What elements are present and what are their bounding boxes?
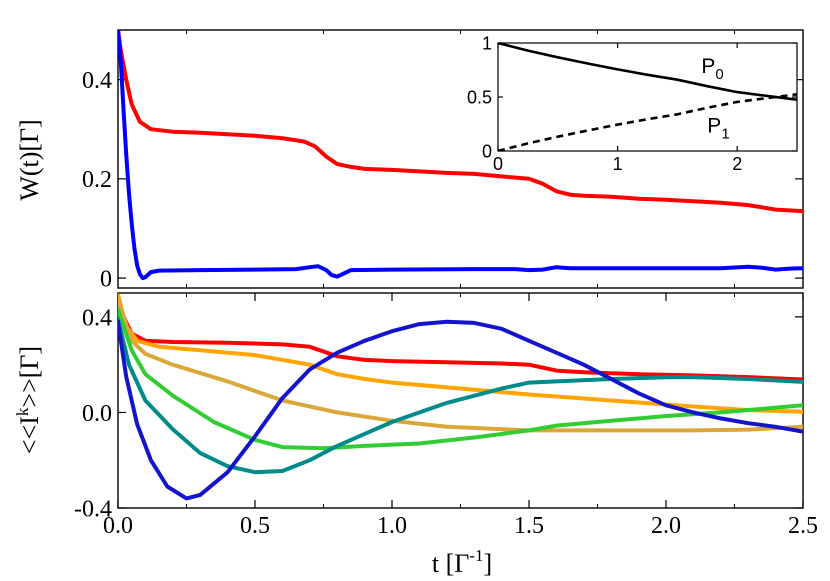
- inset-ytick-label-1: 0.5: [467, 87, 492, 107]
- bottom-series-red: [118, 293, 803, 382]
- x-axis-label-base: t [Γ: [432, 549, 469, 578]
- bottom-xtick-label-1: 0.5: [240, 513, 270, 539]
- x-axis-label: t [Γ-1]: [432, 546, 492, 578]
- top-ytick-label-0: 0: [100, 266, 112, 292]
- top-y-axis-label: W(t)[Γ]: [15, 119, 44, 200]
- inset-series-label-P1: P1: [707, 115, 729, 143]
- inset-series-label-sub-P0: 0: [715, 66, 723, 83]
- inset-ytick-label-0: 0: [482, 141, 492, 161]
- top-ytick-label-1: 0.2: [82, 167, 112, 193]
- top-ytick-label-2: 0.4: [82, 68, 112, 94]
- bottom-xtick-label-2: 1.0: [377, 513, 407, 539]
- inset-series-label-base-P1: P: [707, 115, 721, 138]
- inset-series-label-base-P0: P: [701, 55, 715, 78]
- x-axis-label-end: ]: [483, 549, 492, 578]
- inset-series-P0: [498, 43, 797, 101]
- top-ticks: 0 0.2 0.4: [82, 30, 803, 292]
- inset-series-label-P0: P0: [701, 55, 723, 83]
- inset-series-label-sub-P1: 1: [721, 126, 729, 143]
- top-lines: [118, 30, 803, 281]
- bottom-xtick-label-3: 1.5: [514, 513, 544, 539]
- top-series-blue: [118, 30, 803, 281]
- bottom-xtick-label-5: 2.5: [788, 513, 818, 539]
- inset-ticks: 00.510 1 2: [467, 33, 797, 174]
- bottom-y-axis-label-end: >>[Γ]: [15, 346, 44, 408]
- bottom-ytick-label-1: 0.0: [82, 401, 112, 427]
- inset-ytick-label-2: 1: [482, 33, 492, 53]
- inset-xtick-label-0: 0: [493, 154, 503, 174]
- bottom-ytick-label-2: 0.4: [82, 305, 112, 331]
- bottom-series-orange: [118, 293, 803, 414]
- bottom-panel: -0.40.00.40.0 0.5 1.0 1.5 2.0 2.5: [74, 292, 818, 539]
- bottom-lines: [118, 293, 803, 501]
- bottom-xtick-label-4: 2.0: [651, 513, 681, 539]
- bottom-y-axis-label-sup: k: [13, 407, 32, 416]
- bottom-y-axis-label-base: <<I: [15, 416, 44, 454]
- inset-plot-frame: [497, 42, 798, 152]
- inset-series-P1: [498, 93, 797, 151]
- bottom-series-darkblue: [118, 319, 803, 501]
- bottom-series-goldenrod: [118, 298, 803, 433]
- bottom-xtick-label-0: 0.0: [103, 513, 133, 539]
- inset-xtick-label-1: 1: [613, 154, 623, 174]
- bottom-y-axis-label: <<Ik>>[Γ]: [13, 346, 44, 454]
- inset-xtick-label-2: 2: [732, 154, 742, 174]
- bottom-series-teal: [118, 317, 803, 475]
- x-axis-label-sup: -1: [469, 546, 483, 565]
- top-series-red: [118, 30, 803, 214]
- bottom-ytick-label-0: -0.4: [74, 496, 112, 522]
- bottom-series-green: [118, 307, 803, 451]
- bottom-ticks: -0.40.00.40.0 0.5 1.0 1.5 2.0 2.5: [74, 293, 818, 539]
